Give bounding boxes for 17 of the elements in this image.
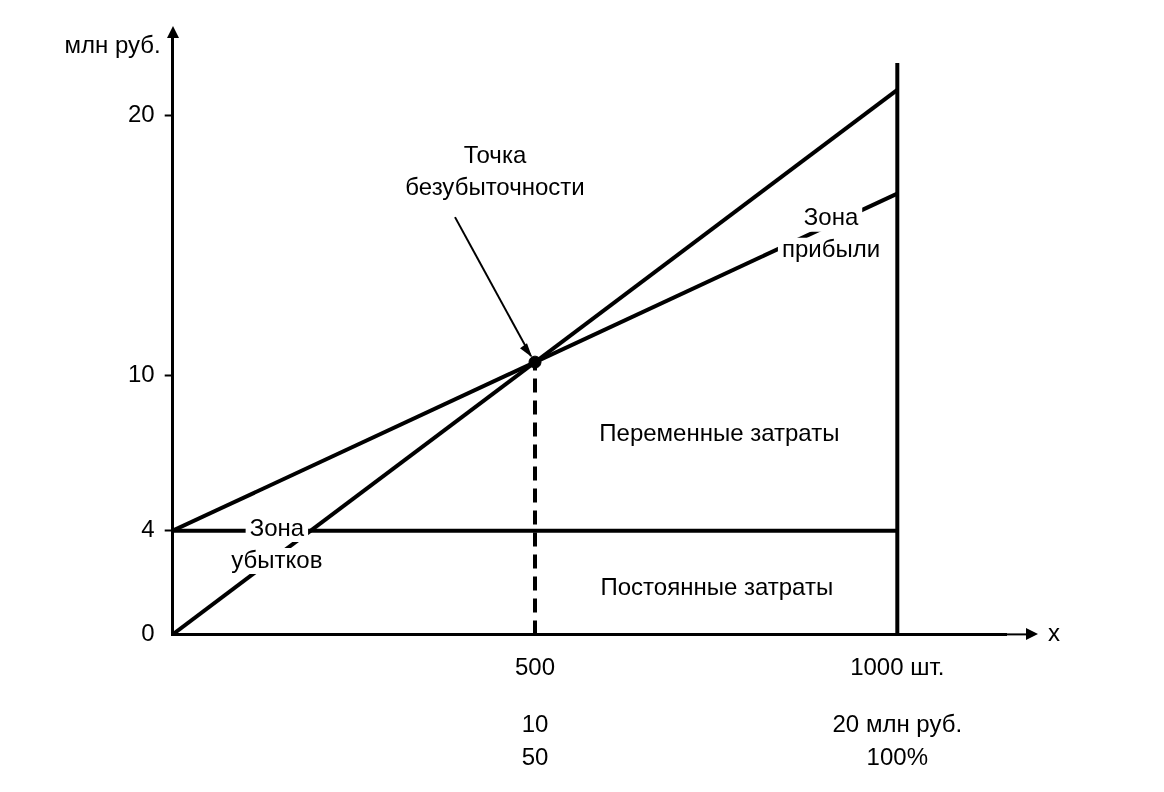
text: 100% xyxy=(866,742,928,770)
y-tick-label: 10 xyxy=(127,359,155,387)
y-tick-label: 20 xyxy=(127,100,155,128)
y-tick-label: 0 xyxy=(141,619,155,647)
x2-tick-label: 20 млн руб. xyxy=(832,710,963,738)
annotation: Переменные затраты xyxy=(599,419,840,447)
annotation: Зона прибыли xyxy=(781,203,881,263)
annotation: Зона убытков xyxy=(231,513,323,573)
y-tick-label: 4 xyxy=(141,515,155,543)
x-tick-label: 500 xyxy=(514,653,556,681)
x-tick-label: 1000 шт. xyxy=(850,653,945,681)
x2-tick-label: 10 xyxy=(521,710,549,738)
y-axis-title: млн руб. xyxy=(64,30,161,58)
annotation: Точка безубыточности xyxy=(405,140,585,200)
annotation: Постоянные затраты xyxy=(600,572,834,600)
x-axis-title: x xyxy=(1048,619,1060,647)
text: 50 xyxy=(521,742,549,770)
